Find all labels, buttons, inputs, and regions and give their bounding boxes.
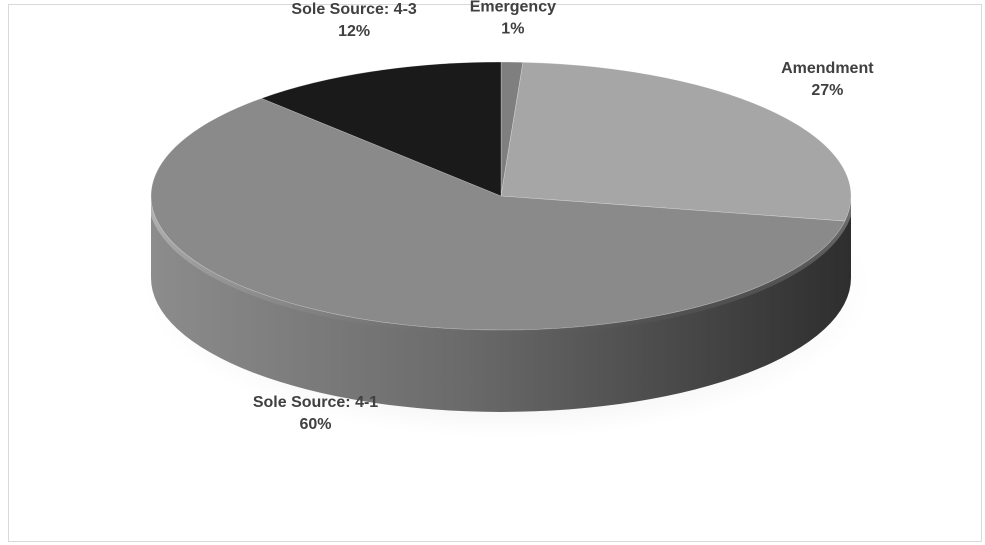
pie-slice-sole-source-4-3 xyxy=(260,61,502,197)
slice-label-emergency: Emergency xyxy=(470,0,556,15)
slice-label-sole-source-4-1: Sole Source: 4-1 xyxy=(253,394,378,411)
pie-rim-highlight xyxy=(148,197,854,335)
pie-slice-sole-source-4-1 xyxy=(150,97,846,331)
slice-label-sole-source-4-3: Sole Source: 4-3 xyxy=(291,1,416,18)
pie-side-wall xyxy=(151,196,851,412)
slice-percent-sole-source-4-1: 60% xyxy=(300,416,332,433)
slice-percent-sole-source-4-3: 12% xyxy=(338,23,370,40)
slice-percent-emergency: 1% xyxy=(501,20,524,37)
pie-slice-amendment xyxy=(500,61,852,222)
slice-label-amendment: Amendment xyxy=(781,60,874,77)
slice-percent-amendment: 27% xyxy=(811,82,843,99)
pie-slice-emergency xyxy=(500,61,524,197)
